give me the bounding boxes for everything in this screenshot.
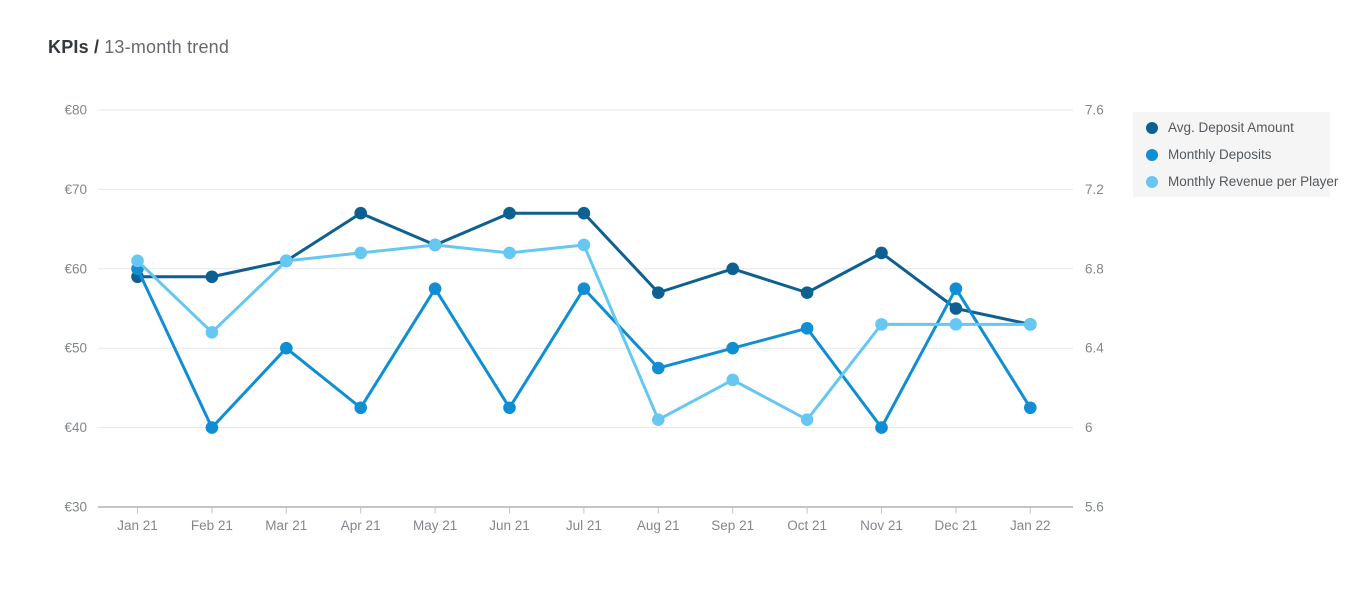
data-point-avg-deposit-amount-aug-21[interactable]	[652, 286, 665, 299]
y-axis-right-tick-label: 6.4	[1085, 341, 1104, 356]
data-point-monthly-revenue-per-player-jan-21[interactable]	[131, 254, 144, 268]
data-point-monthly-deposits-nov-21[interactable]	[875, 421, 888, 434]
y-axis-left-tick-label: €60	[64, 261, 87, 276]
data-point-monthly-revenue-per-player-mar-21[interactable]	[280, 254, 293, 268]
legend-item-avg-deposit-amount[interactable]: Avg. Deposit Amount	[1146, 114, 1324, 141]
x-axis-month-label: Jan 22	[1010, 518, 1051, 533]
x-axis-month-label: Sep 21	[711, 518, 754, 533]
data-point-avg-deposit-amount-jul-21[interactable]	[577, 206, 591, 220]
y-axis-left-tick-label: €80	[64, 103, 87, 118]
x-axis-month-label: Mar 21	[265, 518, 307, 533]
data-point-monthly-revenue-per-player-nov-21[interactable]	[875, 318, 888, 331]
legend-dot-icon	[1146, 148, 1158, 161]
y-axis-left-tick-label: €50	[64, 341, 87, 356]
y-axis-right-tick-label: 6.8	[1085, 261, 1104, 276]
data-point-monthly-deposits-apr-21[interactable]	[354, 401, 368, 415]
x-axis-month-label: Feb 21	[191, 518, 233, 533]
x-axis-month-label: Jul 21	[566, 518, 602, 533]
chart-legend: Avg. Deposit Amount Monthly Deposits Month…	[1133, 112, 1338, 197]
data-point-monthly-revenue-per-player-feb-21[interactable]	[205, 326, 219, 339]
data-point-avg-deposit-amount-jun-21[interactable]	[503, 206, 516, 220]
data-point-monthly-deposits-aug-21[interactable]	[652, 361, 665, 375]
data-point-monthly-deposits-jun-21[interactable]	[503, 401, 516, 415]
data-point-monthly-revenue-per-player-aug-21[interactable]	[652, 413, 665, 426]
legend-dot-icon	[1146, 121, 1158, 134]
data-point-monthly-deposits-feb-21[interactable]	[205, 421, 219, 434]
y-axis-right-tick-label: 6	[1085, 420, 1093, 435]
legend-item-label: Monthly Deposits	[1168, 147, 1272, 162]
data-point-monthly-revenue-per-player-dec-21[interactable]	[949, 318, 963, 331]
x-axis-month-label: Jun 21	[489, 518, 530, 533]
data-point-monthly-deposits-jan-22[interactable]	[1024, 401, 1037, 415]
x-axis-month-label: Apr 21	[341, 518, 381, 533]
data-point-monthly-revenue-per-player-oct-21[interactable]	[800, 413, 814, 426]
y-axis-right-tick-label: 5.6	[1085, 500, 1104, 515]
y-axis-right-tick-label: 7.2	[1085, 182, 1104, 197]
x-axis-month-label: Nov 21	[860, 518, 903, 533]
data-point-monthly-revenue-per-player-may-21[interactable]	[428, 238, 442, 252]
data-point-monthly-revenue-per-player-apr-21[interactable]	[354, 246, 368, 260]
y-axis-right-tick-label: 7.6	[1085, 103, 1104, 118]
data-point-avg-deposit-amount-apr-21[interactable]	[354, 206, 368, 220]
data-point-avg-deposit-amount-sep-21[interactable]	[726, 262, 739, 276]
x-axis-month-label: Dec 21	[935, 518, 978, 533]
data-point-monthly-deposits-may-21[interactable]	[428, 282, 442, 295]
legend-item-monthly-revenue-per-player[interactable]: Monthly Revenue per Player	[1146, 168, 1338, 195]
data-point-monthly-revenue-per-player-jan-22[interactable]	[1024, 318, 1037, 331]
data-point-monthly-revenue-per-player-jun-21[interactable]	[503, 246, 516, 260]
legend-item-monthly-deposits[interactable]: Monthly Deposits	[1146, 141, 1324, 168]
x-axis-month-label: Aug 21	[637, 518, 680, 533]
data-point-avg-deposit-amount-oct-21[interactable]	[800, 286, 814, 299]
data-point-monthly-deposits-sep-21[interactable]	[726, 341, 739, 355]
legend-item-label: Monthly Revenue per Player	[1168, 174, 1339, 189]
y-axis-left-tick-label: €40	[64, 420, 87, 435]
data-point-monthly-revenue-per-player-jul-21[interactable]	[577, 238, 591, 252]
legend-dot-icon	[1146, 175, 1158, 188]
chart-title-primary: KPIs /	[48, 37, 100, 57]
data-point-monthly-deposits-oct-21[interactable]	[800, 322, 814, 335]
x-axis-month-label: Jan 21	[117, 518, 158, 533]
series-line-monthly-revenue-per-player	[136, 243, 1032, 422]
chart-title-secondary: 13-month trend	[104, 37, 230, 57]
x-axis-month-label: Oct 21	[787, 518, 827, 533]
legend-item-label: Avg. Deposit Amount	[1168, 120, 1294, 135]
data-point-monthly-deposits-dec-21[interactable]	[949, 282, 963, 295]
y-axis-left-tick-label: €30	[64, 500, 87, 515]
data-point-monthly-deposits-jul-21[interactable]	[577, 282, 591, 295]
x-axis-month-label: May 21	[413, 518, 457, 533]
data-point-avg-deposit-amount-feb-21[interactable]	[205, 270, 219, 284]
data-point-monthly-revenue-per-player-sep-21[interactable]	[726, 373, 739, 387]
chart-title: KPIs /13-month trend	[48, 37, 229, 58]
data-point-avg-deposit-amount-dec-21[interactable]	[949, 302, 963, 315]
data-point-avg-deposit-amount-nov-21[interactable]	[875, 246, 888, 260]
data-point-monthly-deposits-mar-21[interactable]	[280, 341, 293, 355]
y-axis-left-tick-label: €70	[64, 182, 87, 197]
